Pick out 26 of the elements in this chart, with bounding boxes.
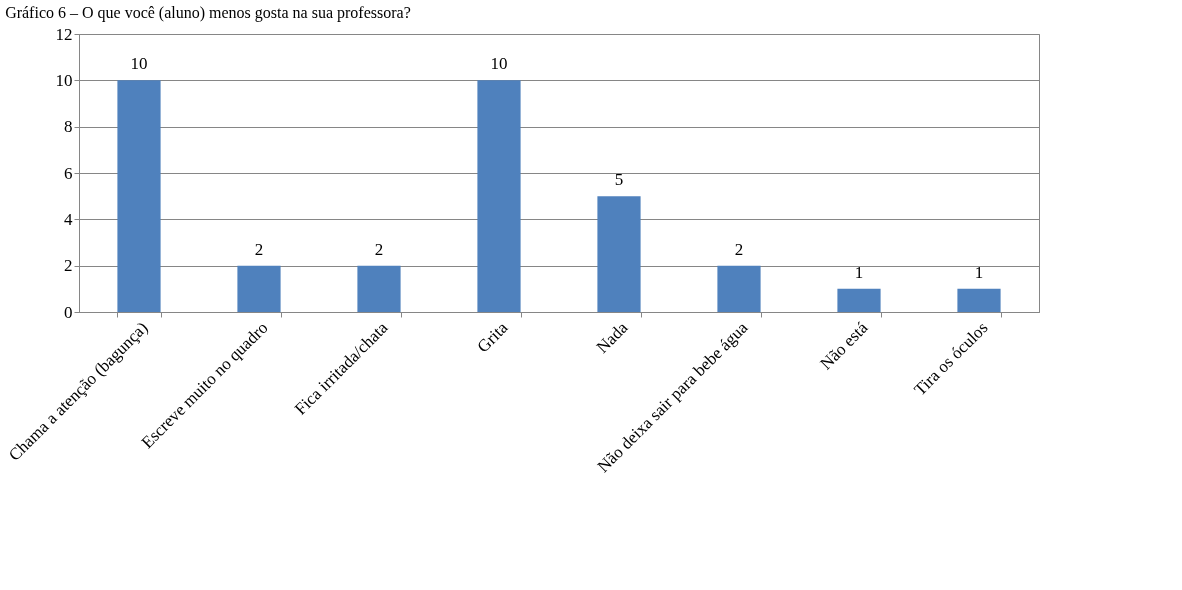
bar [837,288,881,312]
data-label: 2 [374,239,384,259]
y-tick-label: 6 [64,163,73,183]
bar [357,265,401,312]
x-tick-label: Não está [816,317,872,374]
chart-title: Gráfico 6 – O que você (aluno) menos gosta na sua professora? [5,4,411,22]
bar [597,196,641,312]
data-label: 10 [130,54,148,74]
y-tick-label: 8 [64,117,73,137]
data-label: 5 [614,170,624,190]
bar [717,265,761,312]
data-label: 10 [490,54,508,74]
data-label: 1 [974,262,984,282]
data-label: 2 [734,239,744,259]
bar [237,265,281,312]
bar [477,80,521,312]
y-tick-label: 0 [64,302,73,322]
bar [957,288,1001,312]
y-tick-label: 2 [64,256,73,276]
bar [117,80,161,312]
y-tick-label: 12 [55,24,73,44]
data-label: 2 [254,239,264,259]
data-label: 1 [854,262,864,282]
y-tick-label: 4 [64,209,73,229]
x-tick-label: Grita [473,317,512,357]
y-tick-label: 10 [55,70,73,90]
